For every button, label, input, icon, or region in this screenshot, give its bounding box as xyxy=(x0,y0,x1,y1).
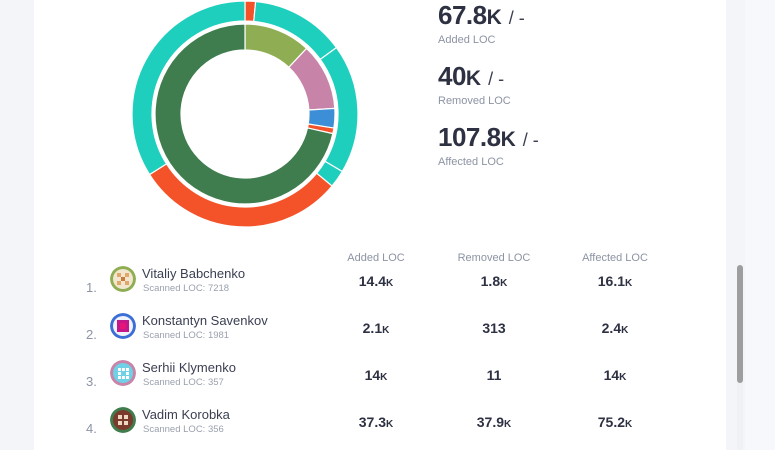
metric-label: Added LOC xyxy=(438,34,496,46)
metric-label: Affected LOC xyxy=(438,156,504,168)
added-loc-value: 2.1K xyxy=(362,320,390,336)
metric-separator: / - xyxy=(488,69,505,89)
metric-unit: K xyxy=(500,128,516,151)
metric-affected: 107.8K / - Affected LOC xyxy=(438,122,539,168)
metric-label: Removed LOC xyxy=(438,95,511,107)
user-name[interactable]: Konstantyn Savenkov xyxy=(142,313,268,328)
removed-loc-value: 11 xyxy=(486,367,502,383)
avatar-pattern-icon xyxy=(110,407,136,433)
table-row[interactable]: 4. Vadim Korobka Scanned LOC: 356 37.3K … xyxy=(34,403,726,449)
user-name[interactable]: Vadim Korobka xyxy=(142,407,230,422)
stats-card: 67.8K / - Added LOC 40K / - Removed LOC 10… xyxy=(34,0,743,450)
table-row[interactable]: 2. Konstantyn Savenkov Scanned LOC: 1981… xyxy=(34,309,726,355)
removed-loc-value: 1.8K xyxy=(480,273,508,289)
metric-added: 67.8K / - Added LOC xyxy=(438,0,525,46)
outer-ring-segment[interactable] xyxy=(131,0,246,176)
avatar-pattern-icon xyxy=(110,313,136,339)
avatar[interactable] xyxy=(110,407,136,433)
right-panel-edge xyxy=(745,0,775,450)
scanned-loc: Scanned LOC: 7218 xyxy=(143,283,230,294)
affected-loc-value: 16.1K xyxy=(597,273,633,289)
added-loc-value: 14.4K xyxy=(358,273,394,289)
row-index: 3. xyxy=(86,374,97,389)
metric-unit: K xyxy=(486,6,502,29)
avatar-pattern-icon xyxy=(110,266,136,292)
scrollbar-thumb[interactable] xyxy=(737,265,743,383)
row-index: 1. xyxy=(86,280,97,295)
metric-separator: / - xyxy=(508,8,525,28)
column-header-removed: Removed LOC xyxy=(457,252,531,264)
added-loc-value: 14K xyxy=(364,367,388,383)
row-index: 2. xyxy=(86,327,97,342)
user-name[interactable]: Serhii Klymenko xyxy=(142,360,236,375)
avatar[interactable] xyxy=(110,360,136,386)
removed-loc-value: 37.9K xyxy=(476,414,512,430)
scanned-loc: Scanned LOC: 1981 xyxy=(143,330,230,341)
removed-loc-value: 313 xyxy=(482,320,506,336)
affected-loc-value: 2.4K xyxy=(601,320,629,336)
row-index: 4. xyxy=(86,421,97,436)
added-loc-value: 37.3K xyxy=(358,414,394,430)
scanned-loc: Scanned LOC: 356 xyxy=(143,424,224,435)
avatar[interactable] xyxy=(110,313,136,339)
avatar-pattern-icon xyxy=(110,360,136,386)
affected-loc-value: 14K xyxy=(603,367,627,383)
affected-loc-value: 75.2K xyxy=(597,414,633,430)
metric-value: 107.8 xyxy=(438,122,501,152)
avatar[interactable] xyxy=(110,266,136,292)
loc-donut-chart xyxy=(131,0,359,228)
table-row[interactable]: 3. Serhii Klymenko Scanned LOC: 357 14K … xyxy=(34,356,726,402)
metric-value: 40 xyxy=(438,61,466,91)
metric-value: 67.8 xyxy=(438,0,487,30)
metric-unit: K xyxy=(465,67,482,90)
inner-ring-segment[interactable] xyxy=(154,23,334,205)
metric-removed: 40K / - Removed LOC xyxy=(438,61,511,107)
table-row[interactable]: 1. Vitaliy Babchenko Scanned LOC: 7218 1… xyxy=(34,262,726,308)
metric-separator: / - xyxy=(522,130,539,150)
user-name[interactable]: Vitaliy Babchenko xyxy=(142,266,246,281)
column-header-affected: Affected LOC xyxy=(582,252,648,264)
column-header-added: Added LOC xyxy=(347,252,405,264)
scanned-loc: Scanned LOC: 357 xyxy=(143,377,224,388)
